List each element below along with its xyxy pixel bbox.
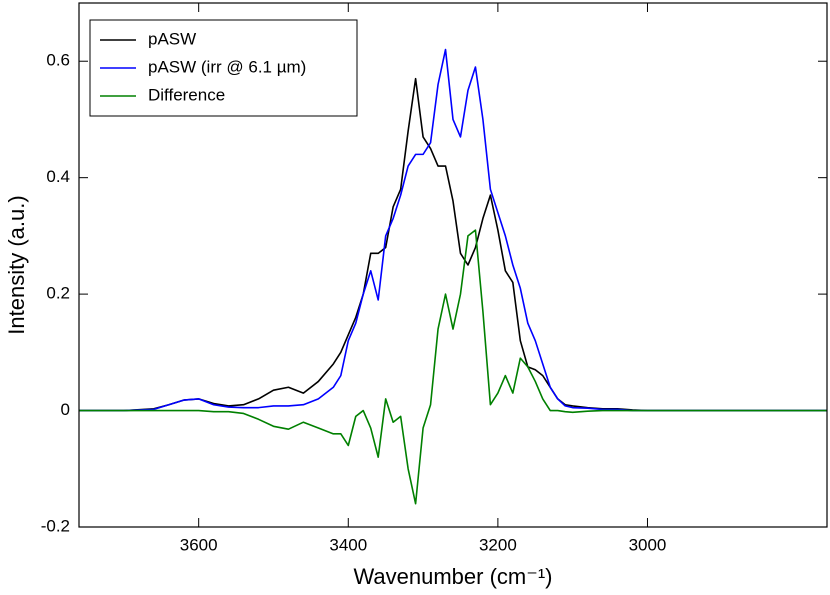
legend-label: pASW (irr @ 6.1 µm)	[148, 57, 306, 76]
y-axis-label: Intensity (a.u.)	[4, 195, 29, 334]
x-tick-label: 3000	[629, 535, 667, 554]
y-tick-label: -0.2	[41, 516, 70, 535]
y-tick-label: 0.4	[46, 167, 70, 186]
legend-label: Difference	[148, 85, 225, 104]
x-tick-label: 3200	[479, 535, 517, 554]
series-line	[79, 229, 827, 505]
x-tick-label: 3600	[180, 535, 218, 554]
y-tick-label: 0.6	[46, 51, 70, 70]
x-tick-label: 3400	[329, 535, 367, 554]
series-line	[79, 77, 827, 412]
y-tick-label: 0	[61, 400, 70, 419]
x-axis-label: Wavenumber (cm⁻¹)	[353, 564, 552, 589]
series-line	[79, 48, 827, 412]
y-tick-label: 0.2	[46, 284, 70, 303]
plot-frame	[78, 2, 828, 528]
legend-label: pASW	[148, 29, 196, 48]
